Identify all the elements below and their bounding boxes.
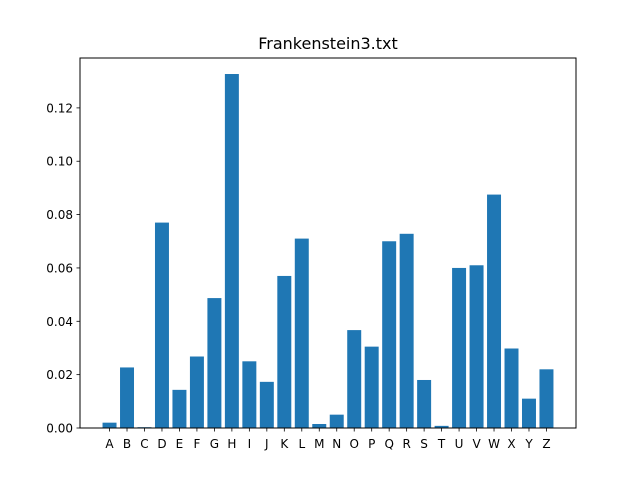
bar-y bbox=[521, 398, 536, 428]
plot-frame bbox=[79, 57, 577, 429]
x-tick-label: K bbox=[280, 437, 289, 451]
bar-n bbox=[329, 414, 344, 428]
x-tick-label: F bbox=[193, 437, 200, 451]
x-tick-label: O bbox=[349, 437, 358, 451]
bar-h bbox=[224, 74, 239, 428]
bar-u bbox=[452, 267, 467, 428]
x-tick-label: Y bbox=[524, 437, 533, 451]
bar-r bbox=[399, 233, 414, 428]
x-tick-label: G bbox=[210, 437, 219, 451]
bar-e bbox=[172, 389, 187, 428]
bar-s bbox=[417, 379, 432, 428]
x-tick-label: M bbox=[314, 437, 324, 451]
bar-m bbox=[312, 423, 327, 428]
bar-o bbox=[347, 330, 362, 428]
x-tick-label: X bbox=[507, 437, 515, 451]
bars-group bbox=[102, 74, 554, 428]
x-tick-label: P bbox=[368, 437, 375, 451]
x-tick-label: N bbox=[332, 437, 341, 451]
x-tick-label: D bbox=[157, 437, 166, 451]
x-tick-label: C bbox=[140, 437, 148, 451]
y-tick-label: 0.10 bbox=[46, 155, 73, 169]
x-tick-label: J bbox=[264, 437, 269, 451]
x-tick-label: I bbox=[248, 437, 252, 451]
bar-z bbox=[539, 369, 554, 428]
x-tick-label: A bbox=[105, 437, 114, 451]
x-tick-label: R bbox=[402, 437, 410, 451]
x-tick-label: Q bbox=[384, 437, 393, 451]
bar-k bbox=[277, 275, 292, 428]
x-tick-label: V bbox=[472, 437, 481, 451]
x-tick-label: H bbox=[227, 437, 236, 451]
chart-title: Frankenstein3.txt bbox=[258, 34, 398, 53]
x-tick-label: S bbox=[420, 437, 428, 451]
x-tick-label: L bbox=[298, 437, 305, 451]
x-tick-label: U bbox=[455, 437, 464, 451]
bar-g bbox=[207, 298, 222, 428]
y-axis-ticks: 0.00 0.02 0.04 0.06 0.08 0.10 0.12 bbox=[46, 101, 80, 436]
bar-a bbox=[102, 422, 117, 428]
bar-b bbox=[120, 367, 135, 428]
y-tick-label: 0.00 bbox=[46, 422, 73, 436]
x-tick-label: Z bbox=[542, 437, 550, 451]
bar-q bbox=[382, 241, 397, 428]
x-tick-label: E bbox=[176, 437, 184, 451]
bar-f bbox=[189, 356, 204, 428]
y-tick-label: 0.02 bbox=[46, 368, 73, 382]
y-tick-label: 0.12 bbox=[46, 101, 73, 115]
bar-j bbox=[259, 381, 274, 428]
bar-i bbox=[242, 361, 257, 428]
y-tick-label: 0.08 bbox=[46, 208, 73, 222]
bar-p bbox=[364, 346, 379, 428]
bar-l bbox=[294, 238, 309, 428]
x-tick-label: W bbox=[488, 437, 500, 451]
x-tick-label: B bbox=[123, 437, 131, 451]
bar-x bbox=[504, 348, 519, 428]
bar-t bbox=[434, 425, 449, 428]
y-tick-label: 0.04 bbox=[46, 315, 73, 329]
bar-w bbox=[487, 194, 502, 428]
x-tick-label: T bbox=[437, 437, 446, 451]
y-tick-label: 0.06 bbox=[46, 261, 73, 275]
bar-v bbox=[469, 265, 484, 428]
bar-d bbox=[154, 222, 169, 428]
